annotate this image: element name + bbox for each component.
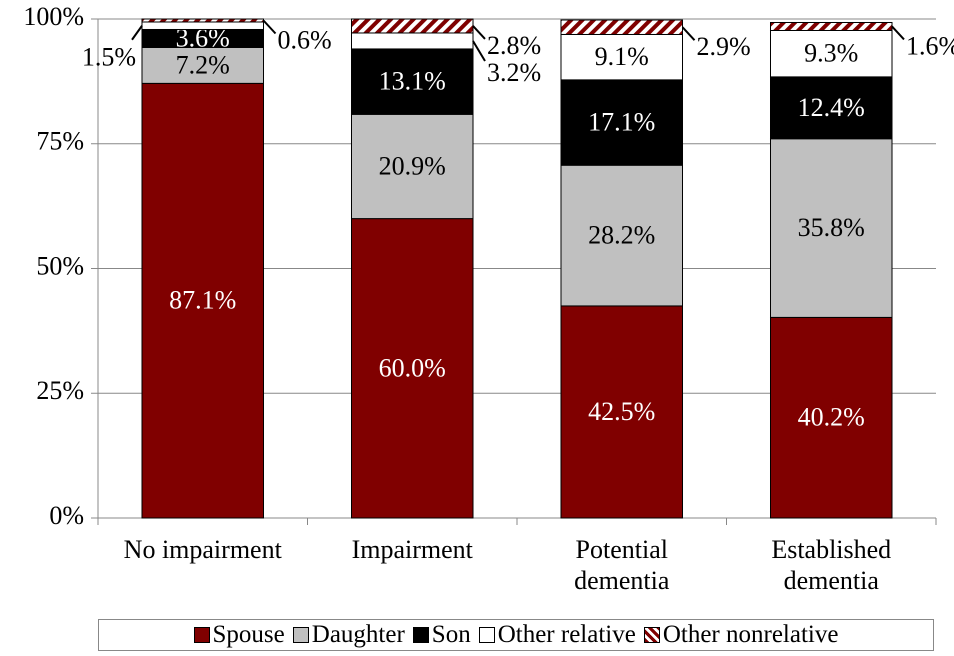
legend-swatch xyxy=(643,627,660,643)
bar-segment xyxy=(769,138,893,318)
x-tick-label: No impairment xyxy=(123,535,282,564)
data-label: 1.5% xyxy=(82,43,136,72)
legend-swatch xyxy=(412,627,429,643)
data-label: 9.1% xyxy=(595,42,649,71)
legend-item: Other relative xyxy=(478,621,636,649)
legend-label: Spouse xyxy=(212,621,285,648)
legend-label: Other relative xyxy=(497,621,636,648)
y-tick-label: 75% xyxy=(36,127,84,156)
legend-item: Son xyxy=(412,621,471,649)
bar-segment xyxy=(141,18,265,23)
y-tick-label: 0% xyxy=(49,501,84,530)
bar-segment xyxy=(769,21,893,31)
data-label: 1.6% xyxy=(906,31,954,60)
legend-label: Other nonrelative xyxy=(662,621,839,648)
bar-segment xyxy=(560,19,684,35)
y-tick-label: 50% xyxy=(36,251,84,280)
data-label: 7.2% xyxy=(176,50,230,79)
x-tick-label: Impairment xyxy=(351,535,473,564)
data-label: 17.1% xyxy=(588,108,655,137)
bar-segment xyxy=(769,76,893,140)
bar-segment xyxy=(350,18,474,34)
data-label: 2.8% xyxy=(487,31,541,60)
legend: Spouse Daughter Son Other relative Other non… xyxy=(98,619,934,651)
data-label: 28.2% xyxy=(588,221,655,250)
leader-line xyxy=(681,26,696,41)
bar-segment xyxy=(560,79,684,166)
data-label: 2.9% xyxy=(697,32,751,61)
data-label: 0.6% xyxy=(278,25,332,54)
data-label: 60.0% xyxy=(379,353,446,382)
data-label: 42.5% xyxy=(588,397,655,426)
leader-line xyxy=(472,40,486,62)
x-tick-label: Potential dementia xyxy=(574,535,670,595)
bar-segment xyxy=(350,32,474,50)
bar-segment xyxy=(560,33,684,81)
y-tick-label: 100% xyxy=(23,2,84,31)
legend-item: Other nonrelative xyxy=(643,621,839,649)
leader-line xyxy=(472,25,486,40)
bar-segment xyxy=(769,29,893,78)
x-tick-label: Established dementia xyxy=(771,535,892,595)
bar-segment xyxy=(141,46,265,84)
bar-segment xyxy=(141,82,265,519)
bar-segment xyxy=(350,113,474,220)
bar-segment xyxy=(350,218,474,519)
leader-line xyxy=(131,25,143,41)
data-label: 12.4% xyxy=(798,93,865,122)
data-label: 20.9% xyxy=(379,151,446,180)
y-tick-label: 25% xyxy=(36,376,84,405)
legend-label: Daughter xyxy=(311,621,405,648)
leader-line xyxy=(262,19,277,35)
bar-segment xyxy=(141,21,265,30)
data-label: 87.1% xyxy=(169,286,236,315)
legend-swatch xyxy=(478,627,495,643)
bar-segment xyxy=(560,164,684,307)
data-label: 40.2% xyxy=(798,403,865,432)
legend-swatch xyxy=(193,627,210,643)
bar-segment xyxy=(350,48,474,115)
data-label: 9.3% xyxy=(804,39,858,68)
leader-line xyxy=(891,25,905,41)
bar-segment xyxy=(769,316,893,519)
bar-segment xyxy=(560,305,684,519)
legend-swatch xyxy=(292,627,309,643)
legend-label: Son xyxy=(431,621,471,648)
legend-item: Daughter xyxy=(292,621,405,649)
data-label: 13.1% xyxy=(379,67,446,96)
data-label: 35.8% xyxy=(798,213,865,242)
data-label: 3.2% xyxy=(487,58,541,87)
legend-item: Spouse xyxy=(193,621,285,649)
